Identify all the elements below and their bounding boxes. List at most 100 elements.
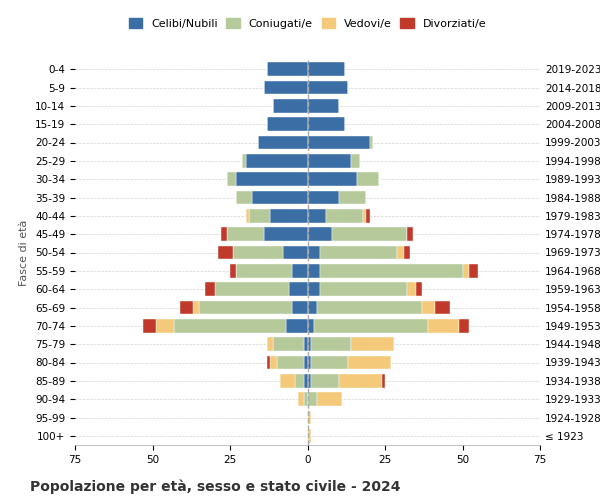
Bar bbox=[298, 392, 304, 406]
Bar bbox=[404, 246, 410, 260]
Bar bbox=[236, 190, 252, 204]
Bar bbox=[407, 228, 413, 241]
Bar bbox=[308, 319, 314, 332]
Bar bbox=[317, 300, 422, 314]
Bar bbox=[271, 209, 308, 222]
Bar bbox=[174, 319, 286, 332]
Bar bbox=[143, 319, 155, 332]
Bar bbox=[230, 264, 236, 278]
Bar bbox=[233, 246, 283, 260]
Bar bbox=[248, 209, 271, 222]
Bar bbox=[264, 80, 308, 94]
Bar bbox=[428, 319, 460, 332]
Bar bbox=[280, 374, 295, 388]
Bar bbox=[308, 190, 338, 204]
Bar bbox=[351, 338, 394, 351]
Bar bbox=[308, 209, 326, 222]
Bar bbox=[351, 154, 360, 168]
Bar bbox=[308, 172, 357, 186]
Bar bbox=[308, 228, 332, 241]
Bar bbox=[292, 300, 308, 314]
Bar bbox=[181, 300, 193, 314]
Bar bbox=[227, 228, 264, 241]
Bar bbox=[422, 300, 434, 314]
Bar bbox=[155, 319, 174, 332]
Bar bbox=[236, 264, 292, 278]
Bar bbox=[332, 228, 407, 241]
Bar bbox=[283, 246, 308, 260]
Bar bbox=[460, 319, 469, 332]
Bar bbox=[469, 264, 478, 278]
Bar bbox=[320, 246, 397, 260]
Bar bbox=[193, 300, 199, 314]
Bar bbox=[245, 209, 248, 222]
Bar bbox=[338, 190, 367, 204]
Bar bbox=[267, 118, 308, 131]
Bar bbox=[277, 356, 304, 370]
Bar bbox=[308, 99, 338, 112]
Bar bbox=[308, 62, 344, 76]
Bar bbox=[267, 356, 271, 370]
Bar bbox=[199, 300, 292, 314]
Bar bbox=[357, 172, 379, 186]
Bar bbox=[308, 136, 370, 149]
Bar bbox=[382, 374, 385, 388]
Bar bbox=[311, 374, 338, 388]
Bar bbox=[304, 338, 308, 351]
Bar bbox=[236, 172, 308, 186]
Bar bbox=[416, 282, 422, 296]
Bar bbox=[320, 264, 463, 278]
Text: Popolazione per età, sesso e stato civile - 2024: Popolazione per età, sesso e stato civil… bbox=[30, 480, 401, 494]
Bar bbox=[258, 136, 308, 149]
Bar bbox=[264, 228, 308, 241]
Bar bbox=[308, 356, 311, 370]
Bar bbox=[370, 136, 373, 149]
Bar bbox=[308, 282, 320, 296]
Bar bbox=[227, 172, 236, 186]
Bar bbox=[308, 118, 344, 131]
Y-axis label: Fasce di età: Fasce di età bbox=[19, 220, 29, 286]
Bar bbox=[308, 338, 311, 351]
Bar bbox=[218, 246, 233, 260]
Bar bbox=[308, 374, 311, 388]
Bar bbox=[367, 209, 370, 222]
Bar bbox=[320, 282, 407, 296]
Bar bbox=[311, 338, 351, 351]
Bar bbox=[304, 374, 308, 388]
Bar bbox=[271, 356, 277, 370]
Bar bbox=[308, 429, 311, 442]
Bar bbox=[205, 282, 215, 296]
Bar bbox=[308, 392, 317, 406]
Bar bbox=[215, 282, 289, 296]
Bar bbox=[364, 209, 367, 222]
Bar bbox=[289, 282, 308, 296]
Bar bbox=[292, 264, 308, 278]
Legend: Celibi/Nubili, Coniugati/e, Vedovi/e, Divorziati/e: Celibi/Nubili, Coniugati/e, Vedovi/e, Di… bbox=[127, 16, 488, 30]
Bar bbox=[308, 264, 320, 278]
Bar bbox=[308, 80, 348, 94]
Bar bbox=[397, 246, 404, 260]
Bar bbox=[338, 374, 382, 388]
Bar bbox=[317, 392, 341, 406]
Bar bbox=[326, 209, 364, 222]
Bar bbox=[407, 282, 416, 296]
Bar bbox=[463, 264, 469, 278]
Bar bbox=[308, 154, 351, 168]
Bar bbox=[311, 356, 348, 370]
Bar bbox=[267, 62, 308, 76]
Bar bbox=[308, 410, 311, 424]
Bar bbox=[304, 392, 308, 406]
Bar bbox=[252, 190, 308, 204]
Bar bbox=[267, 338, 274, 351]
Bar bbox=[304, 356, 308, 370]
Bar bbox=[274, 338, 304, 351]
Bar bbox=[308, 246, 320, 260]
Bar bbox=[434, 300, 450, 314]
Bar bbox=[348, 356, 391, 370]
Bar bbox=[308, 300, 317, 314]
Bar bbox=[274, 99, 308, 112]
Bar bbox=[314, 319, 428, 332]
Bar bbox=[221, 228, 227, 241]
Bar bbox=[295, 374, 304, 388]
Bar bbox=[245, 154, 308, 168]
